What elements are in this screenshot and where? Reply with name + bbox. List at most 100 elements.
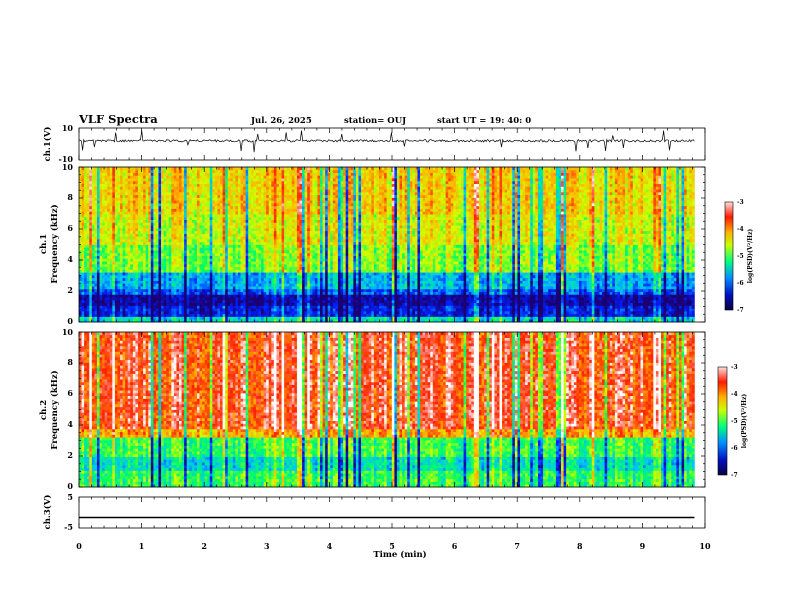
ch1-spectrogram-cell xyxy=(223,280,226,283)
ch1-spectrogram-cell xyxy=(487,280,490,283)
ch1-spectrogram-cell xyxy=(153,275,156,278)
ch1-spectrogram-cell xyxy=(387,289,390,292)
ch1-spectrogram-cell xyxy=(676,275,679,278)
ch1-spectrogram-cell xyxy=(230,316,233,319)
ch1-spectrogram-cell xyxy=(361,267,364,270)
ch1-spectrogram-cell xyxy=(125,283,128,286)
ch1-spectrogram-cell xyxy=(174,297,177,300)
ch1-spectrogram-cell xyxy=(469,308,472,311)
ch1-spectrogram-cell xyxy=(100,267,103,270)
ch1-spectrogram-cell xyxy=(605,294,608,297)
ch1-spectrogram-cell xyxy=(115,303,118,306)
ch1-spectrogram-cell xyxy=(97,283,100,286)
ch1-spectrogram-cell xyxy=(174,267,177,270)
ch1-spectrogram-cell xyxy=(112,294,115,297)
ch1-spectrogram-cell xyxy=(179,316,182,319)
ch1-spectrogram-cell xyxy=(248,280,251,283)
ch1-spectrogram-cell xyxy=(458,272,461,275)
ch1-spectrogram-cell xyxy=(658,289,661,292)
ch1-spectrogram-cell xyxy=(115,289,118,292)
ch1-spectrogram-cell xyxy=(535,280,538,283)
ch1-spectrogram-cell xyxy=(135,305,138,308)
ch1-spectrogram-cell xyxy=(184,278,187,281)
ch1-spectrogram-cell xyxy=(138,308,141,311)
ch1-spectrogram-cell xyxy=(625,280,628,283)
ch1-spectrogram-cell xyxy=(476,269,479,272)
ch1-spectrogram-cell xyxy=(479,278,482,281)
ch1-spectrogram-cell xyxy=(628,272,631,275)
ch1-spectrogram-cell xyxy=(325,278,328,281)
ch1-spectrogram-cell xyxy=(225,292,228,295)
ch1-spectrogram-cell xyxy=(207,300,210,303)
ch1-spectrogram-cell xyxy=(87,267,90,270)
ch1-spectrogram-cell xyxy=(517,275,520,278)
ch1-spectrogram-cell xyxy=(135,278,138,281)
ch1-spectrogram-cell xyxy=(453,292,456,295)
ch1-spectrogram-cell xyxy=(574,297,577,300)
ch1-spectrogram-cell xyxy=(507,269,510,272)
ch1-spectrogram-cell xyxy=(97,292,100,295)
ch1-spectrogram-cell xyxy=(661,308,664,311)
ch1-spectrogram-cell xyxy=(210,316,213,319)
ch1-spectrogram-cell xyxy=(576,308,579,311)
ch1-spectrogram-cell xyxy=(112,308,115,311)
ch1-spectrogram-cell xyxy=(364,280,367,283)
ch1-spectrogram-cell xyxy=(97,308,100,311)
ch1-spectrogram-cell xyxy=(497,297,500,300)
ch1-spectrogram-cell xyxy=(269,294,272,297)
ch1-spectrogram-cell xyxy=(253,314,256,317)
ch1-spectrogram-cell xyxy=(266,278,269,281)
ch1-spectrogram-cell xyxy=(535,278,538,281)
ch1-spectrogram-cell xyxy=(371,269,374,272)
ch1-waveform-xticks xyxy=(79,128,705,160)
ch1-spectrogram-cell xyxy=(628,314,631,317)
ch1-spectrogram-cell xyxy=(502,305,505,308)
ch1-spectrogram-cell xyxy=(402,275,405,278)
ch1-spectrogram-cell xyxy=(94,278,97,281)
ch1-spectrogram-cell xyxy=(333,292,336,295)
ch1-spectrogram-cell xyxy=(82,264,85,267)
ch1-spectrogram-cell xyxy=(515,289,518,292)
ch1-spectrogram-cell xyxy=(451,303,454,306)
ch1-spectrogram-cell xyxy=(615,275,618,278)
ch1-spectrogram-cell xyxy=(599,272,602,275)
ch1-spectrogram-cell xyxy=(271,311,274,314)
ch1-spectrogram-cell xyxy=(153,294,156,297)
ch1-spectrogram-cell xyxy=(499,289,502,292)
ch1-spectrogram-cell xyxy=(502,300,505,303)
ch1-spectrogram-cell xyxy=(217,303,220,306)
ch1-spectrogram-cell xyxy=(343,297,346,300)
ch1-spectrogram-cell xyxy=(138,264,141,267)
ch1-spectrogram-cell xyxy=(276,269,279,272)
ch1-spectrogram-cell xyxy=(343,286,346,289)
ch1-spectrogram-cell xyxy=(428,292,431,295)
ch1-spectrogram-cell xyxy=(335,283,338,286)
ch1-spectrogram-cell xyxy=(564,300,567,303)
ch1-spectrogram-cell xyxy=(507,289,510,292)
ch1-spectrogram-cell xyxy=(171,311,174,314)
ch1-spectrogram-cell xyxy=(361,286,364,289)
ch1-spectrogram-cell xyxy=(135,286,138,289)
ch1-spectrogram-cell xyxy=(474,280,477,283)
ch1-spectrogram-cell xyxy=(82,275,85,278)
ch1-spectrogram-cell xyxy=(256,269,259,272)
ch1-spectrogram-cell xyxy=(548,314,551,317)
ch1-spectrogram-cell xyxy=(389,297,392,300)
ch1-spectrogram-cell xyxy=(92,300,95,303)
ch1-spectrogram-cell xyxy=(276,314,279,317)
ch1-spectrogram-cell xyxy=(153,303,156,306)
ch1-spectrogram-cell xyxy=(546,283,549,286)
ch1-spectrogram-cell xyxy=(535,294,538,297)
ch1-spectrogram-cell xyxy=(305,314,308,317)
ch1-spectrogram-cell xyxy=(225,275,228,278)
ch1-spectrogram-cell xyxy=(305,278,308,281)
ch1-spectrogram-cell xyxy=(638,286,641,289)
ch1-spectrogram-cell xyxy=(138,314,141,317)
ch1-spectrogram-cell xyxy=(530,303,533,306)
ch1-spectrogram-cell xyxy=(664,303,667,306)
ch1-spectrogram-cell xyxy=(166,278,169,281)
ch1-spectrogram-cell xyxy=(112,311,115,314)
ch1-spectrogram-cell xyxy=(428,272,431,275)
ch1-spectrogram-cell xyxy=(100,283,103,286)
ch1-spectrogram-cell xyxy=(333,314,336,317)
